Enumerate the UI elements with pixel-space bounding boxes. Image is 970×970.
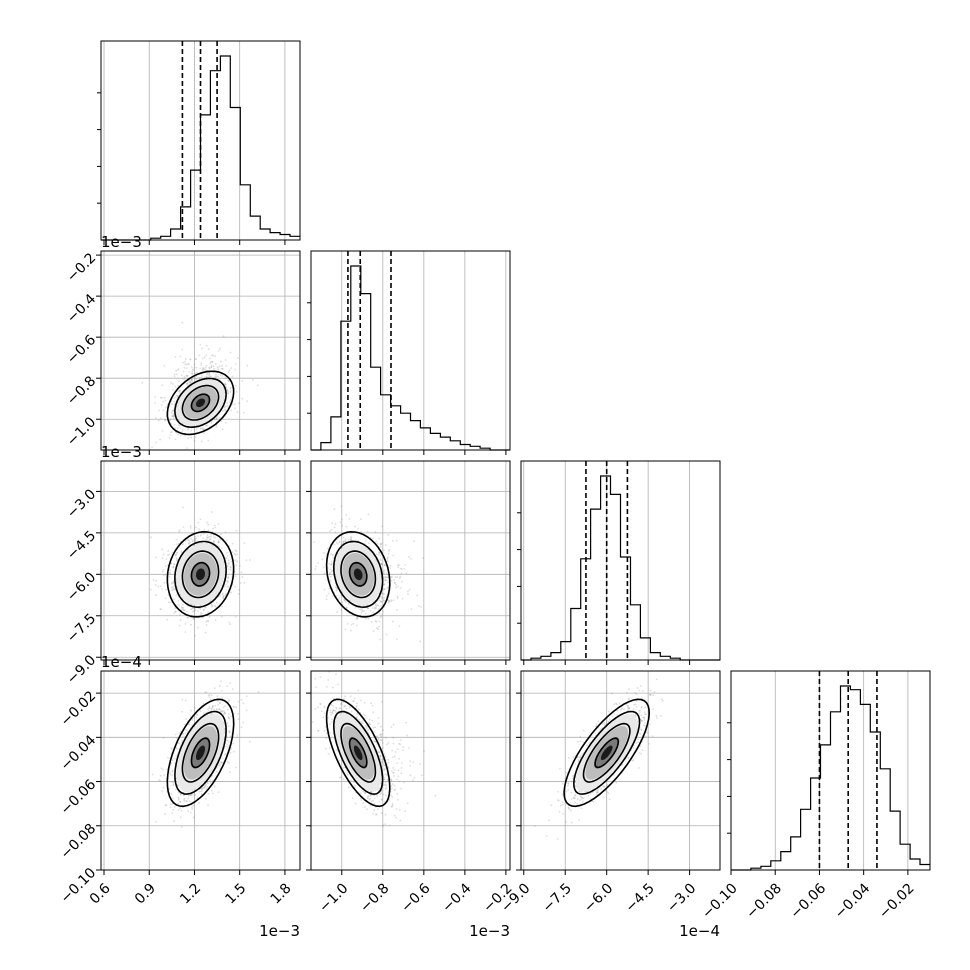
y-tick-label: −0.8 <box>64 373 99 408</box>
y-tick-label: −0.6 <box>64 332 99 367</box>
panel-frame <box>100 250 301 451</box>
density-contour <box>190 393 211 413</box>
scatter-points <box>534 678 664 840</box>
panel-frame <box>520 460 721 661</box>
x-tick-label: −0.06 <box>788 880 830 922</box>
y-tick-label: −6.0 <box>64 569 99 604</box>
x-tick-label: −3.0 <box>664 880 699 915</box>
y-tick-label: −0.4 <box>64 291 99 326</box>
scatter-points <box>151 680 260 828</box>
histogram-panel-1 <box>97 40 301 245</box>
x-offset-label: 1e−3 <box>259 922 300 940</box>
x-offset-label: 1e−3 <box>469 922 510 940</box>
x-tick-label: 0.9 <box>132 880 159 907</box>
y-offset-label: 1e−3 <box>101 443 142 461</box>
density-panel-3-2 <box>306 460 511 665</box>
density-panel-4-3: −9.0 −7.5 −6.0 −4.5 −3.0 <box>498 670 721 916</box>
density-shade <box>196 745 205 761</box>
x-tick-label: −0.10 <box>699 880 741 922</box>
y-tick-label: −0.2 <box>64 250 99 285</box>
x-tick-label: −1.0 <box>316 880 351 915</box>
y-tick-label: −0.08 <box>58 821 100 863</box>
density-shade <box>196 568 205 581</box>
histogram-panel-3 <box>517 460 721 665</box>
x-tick-label: 1.8 <box>268 880 295 907</box>
density-contour <box>325 698 391 808</box>
x-offset-label: 1e−4 <box>679 922 720 940</box>
density-contour <box>348 561 368 587</box>
x-tick-label: 1.2 <box>177 880 204 907</box>
x-tick-label: −0.04 <box>832 880 874 922</box>
density-contour <box>563 698 651 808</box>
x-tick-label: −0.8 <box>357 880 392 915</box>
scatter-points <box>141 321 259 449</box>
scatter-points <box>149 506 251 637</box>
y-tick-label: −7.5 <box>64 611 99 646</box>
histogram-line <box>521 475 720 661</box>
density-contour <box>332 540 384 609</box>
histogram-panel-2 <box>307 250 511 455</box>
y-tick-label: −0.06 <box>58 776 100 818</box>
density-contour <box>181 384 220 421</box>
density-contour <box>594 737 620 769</box>
x-tick-label: −6.0 <box>581 880 616 915</box>
density-contour <box>174 540 227 609</box>
density-contour <box>340 722 377 783</box>
density-contour <box>190 561 211 587</box>
y-tick-label: −0.04 <box>58 732 100 774</box>
x-tick-label: −0.08 <box>743 880 785 922</box>
y-tick-label: −9.0 <box>64 652 99 687</box>
density-contour <box>340 550 377 599</box>
density-shade <box>353 568 363 581</box>
panel-frame <box>310 250 511 451</box>
panel-frame <box>100 670 301 871</box>
density-panel-4-2: −1.0 −0.8 −0.6 −0.4 −0.2 <box>306 670 516 916</box>
x-tick-label: −0.6 <box>398 880 433 915</box>
density-contour <box>166 530 235 618</box>
density-panel-4-1: 0.6 0.9 1.2 1.5 1.8−0.10−0.08−0.06−0.04−0.02 <box>58 670 301 908</box>
y-tick-label: −3.0 <box>64 486 99 521</box>
density-contour <box>332 710 384 795</box>
x-tick-label: −0.4 <box>439 880 474 915</box>
scatter-points <box>311 671 437 828</box>
x-tick-label: −7.5 <box>540 880 575 915</box>
x-tick-label: −4.5 <box>623 880 658 915</box>
histogram-line <box>731 685 930 871</box>
x-tick-label: 1.5 <box>222 880 249 907</box>
y-offset-label: 1e−4 <box>101 653 142 671</box>
histogram-line <box>311 265 510 451</box>
density-contour <box>174 710 227 795</box>
density-contour <box>582 722 631 783</box>
y-tick-label: −0.02 <box>58 688 100 730</box>
density-contour <box>181 722 220 783</box>
density-shade <box>353 745 363 761</box>
panel-frame <box>730 670 931 871</box>
density-contour <box>325 530 391 618</box>
density-panel-3-1: −9.0 −7.5 −6.0 −4.5 −3.0 <box>64 460 301 688</box>
histogram-panel-4: −0.10 −0.08 −0.06 −0.04 −0.02 <box>699 670 931 922</box>
density-contour <box>572 710 641 795</box>
density-shade <box>196 398 205 408</box>
density-contour <box>181 550 220 599</box>
panel-frame <box>100 460 301 661</box>
panel-frame <box>310 670 511 871</box>
x-tick-label: −0.02 <box>876 880 918 922</box>
density-contour <box>166 370 235 436</box>
y-tick-label: −1.0 <box>64 414 99 449</box>
density-contour <box>348 737 368 769</box>
y-tick-label: −4.5 <box>64 528 99 563</box>
density-contour <box>174 377 227 429</box>
panel-frame <box>520 670 721 871</box>
density-contour <box>190 737 211 769</box>
scatter-points <box>313 505 424 643</box>
density-contour <box>166 698 235 808</box>
panel-frame <box>100 40 301 241</box>
density-panel-2-1: −1.0 −0.8 −0.6 −0.4 −0.2 <box>64 250 301 455</box>
histogram-line <box>101 55 300 241</box>
y-offset-label: 1e−3 <box>101 233 142 251</box>
panel-frame <box>310 460 511 661</box>
density-shade <box>600 745 613 761</box>
